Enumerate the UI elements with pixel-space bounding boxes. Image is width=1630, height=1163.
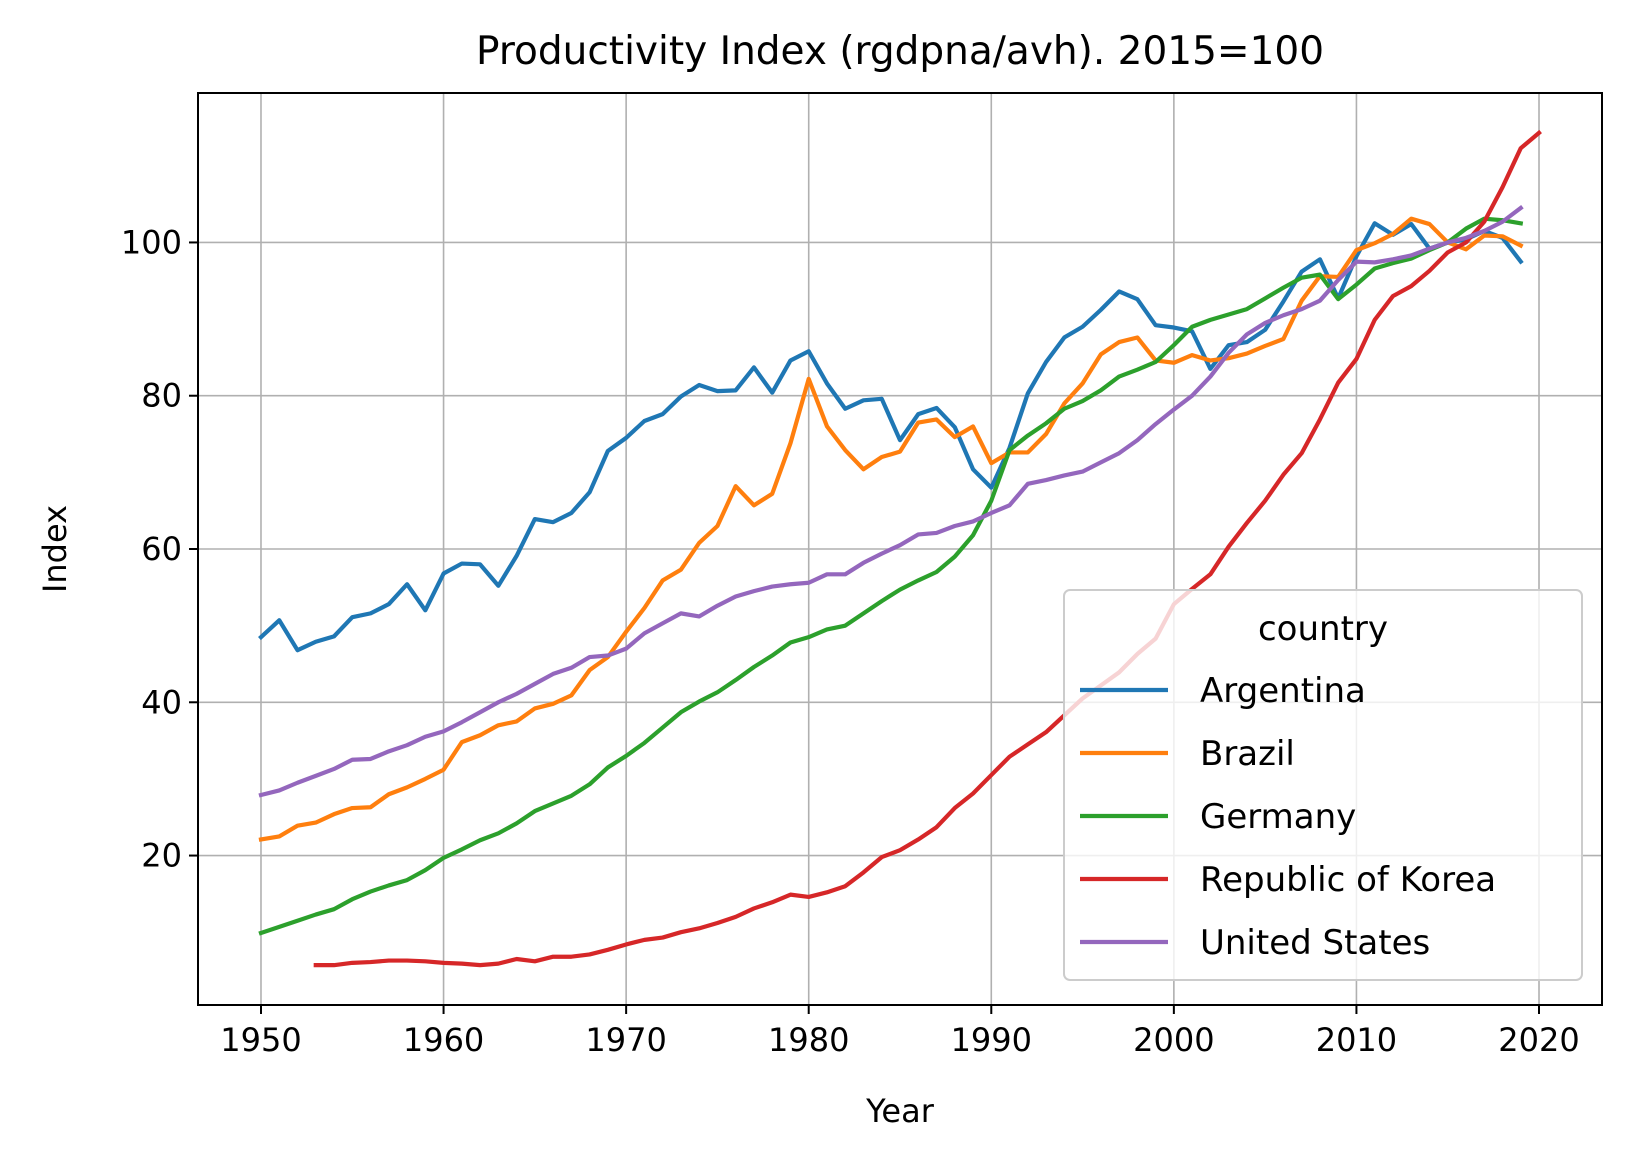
x-tick-label: 1960 — [403, 1021, 484, 1059]
legend-entry-label: United States — [1200, 923, 1430, 963]
series-line-brazil — [258, 216, 1524, 842]
legend-entries: Argentina Brazil Germany Republic of Korea U… — [1080, 671, 1496, 963]
y-tick-label: 80 — [141, 377, 182, 415]
x-axis-label: Year — [865, 1092, 935, 1130]
legend-entry-label: Germany — [1200, 797, 1356, 837]
series-lines — [258, 129, 1542, 968]
y-tick-label: 60 — [141, 530, 182, 568]
x-tick-label: 2010 — [1316, 1021, 1397, 1059]
y-tick-label: 20 — [141, 837, 182, 875]
x-tick-label: 2000 — [1133, 1021, 1214, 1059]
legend-box — [1063, 589, 1583, 981]
series-line-republic-of-korea — [313, 129, 1542, 968]
y-axis-label: Index — [36, 505, 74, 593]
series-line-united-states — [258, 205, 1524, 798]
y-tick-label: 40 — [141, 683, 182, 721]
x-tick-label: 2020 — [1498, 1021, 1579, 1059]
legend-entry-label: Republic of Korea — [1200, 860, 1496, 900]
legend-entry-label: Argentina — [1200, 671, 1366, 711]
x-tick-label: 1990 — [951, 1021, 1032, 1059]
x-tick-label: 1970 — [585, 1021, 666, 1059]
series-line-argentina — [258, 221, 1524, 653]
legend-entry-label: Brazil — [1200, 734, 1295, 774]
legend-title: country — [1258, 609, 1388, 649]
y-tick-label: 100 — [121, 223, 182, 261]
series-line-germany — [258, 216, 1524, 936]
x-tick-label: 1980 — [768, 1021, 849, 1059]
x-tick-label: 1950 — [220, 1021, 301, 1059]
legend: country Argentina Brazil Germany Republic o… — [1063, 589, 1583, 981]
chart-title: Productivity Index (rgdpna/avh). 2015=10… — [476, 29, 1324, 74]
axis-ticks: 1950 1960 1970 1980 1990 2000 2010 202020406080… — [121, 223, 1580, 1059]
